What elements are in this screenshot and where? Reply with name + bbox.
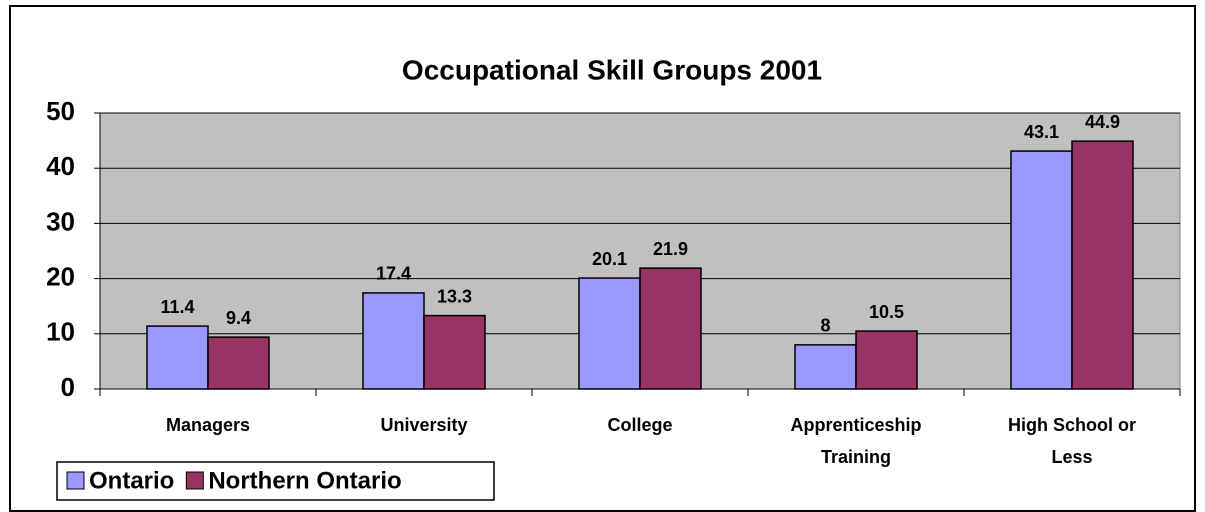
bar xyxy=(423,314,486,390)
value-label: 9.4 xyxy=(226,308,251,328)
x-tick-label: Managers xyxy=(166,415,250,435)
bar xyxy=(578,277,641,390)
value-label: 13.3 xyxy=(437,286,472,306)
value-label: 10.5 xyxy=(869,302,904,322)
bar xyxy=(1010,150,1073,390)
bar xyxy=(794,344,857,390)
y-tick-label: 50 xyxy=(46,96,75,126)
bar xyxy=(855,330,918,390)
x-tick-label: High School or Less xyxy=(1008,415,1136,467)
bar xyxy=(639,267,702,390)
legend-label: Northern Ontario xyxy=(208,467,401,494)
x-tick-label: College xyxy=(607,415,672,435)
value-label: 43.1 xyxy=(1024,122,1059,142)
legend-swatch xyxy=(185,471,204,490)
value-label: 17.4 xyxy=(376,264,411,284)
value-label: 11.4 xyxy=(160,297,194,317)
y-tick-label: 40 xyxy=(46,151,75,181)
legend-swatch xyxy=(66,471,85,490)
y-tick-label: 30 xyxy=(46,206,75,236)
bar xyxy=(362,292,425,390)
bar xyxy=(146,325,209,390)
chart-title: Occupational Skill Groups 2001 xyxy=(402,54,822,85)
legend-label: Ontario xyxy=(89,467,174,494)
y-tick-label: 0 xyxy=(61,372,75,402)
value-label: 21.9 xyxy=(653,239,688,259)
value-label: 8 xyxy=(820,316,830,336)
value-label: 44.9 xyxy=(1085,112,1120,132)
y-tick-label: 20 xyxy=(46,261,75,291)
y-tick-label: 10 xyxy=(46,317,75,347)
value-label: 20.1 xyxy=(592,249,627,269)
x-tick-label: University xyxy=(380,415,467,435)
bar xyxy=(1071,140,1134,390)
x-tick-label: Apprenticeship Training xyxy=(790,415,921,467)
legend xyxy=(56,461,495,501)
bar xyxy=(207,336,270,390)
